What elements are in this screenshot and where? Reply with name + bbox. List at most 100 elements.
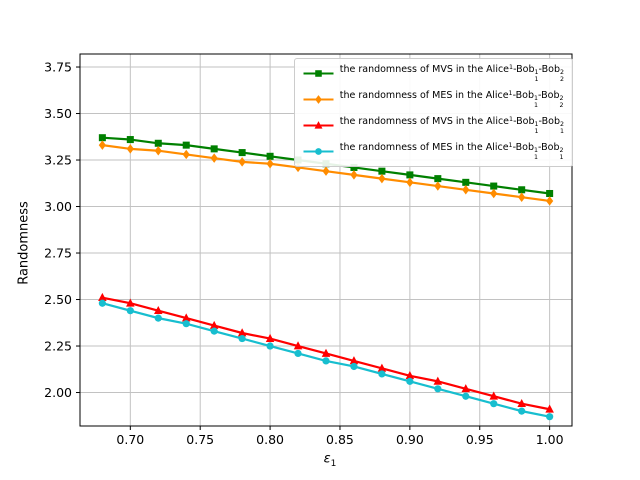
y-tick-label: 3.50 xyxy=(44,106,72,121)
legend-label: the randomness of MES in the Alice1-Bob 1… xyxy=(339,89,564,109)
marker-square xyxy=(406,171,414,179)
marker-square xyxy=(182,141,190,149)
marker-diamond xyxy=(546,196,554,206)
marker-circle xyxy=(350,362,358,371)
legend-item-0: the randomness of MVS in the Alice1-Bob 1… xyxy=(302,64,564,83)
y-tick-label: 2.25 xyxy=(44,339,72,354)
marker-diamond xyxy=(434,181,442,191)
y-tick-label: 3.25 xyxy=(44,153,72,168)
marker-square xyxy=(266,152,274,160)
marker-diamond xyxy=(238,157,246,167)
y-tick-label: 3.00 xyxy=(44,199,72,214)
marker-triangle-up xyxy=(545,404,554,413)
marker-triangle-up xyxy=(209,320,219,329)
y-axis-label: Randomness xyxy=(17,201,32,285)
marker-circle xyxy=(546,413,554,421)
marker-square xyxy=(518,186,526,194)
axes-spines xyxy=(79,53,573,427)
superscript: 1 xyxy=(509,63,514,71)
marker-diamond xyxy=(378,173,386,184)
y-tick-label: 2.75 xyxy=(44,246,72,261)
marker-diamond xyxy=(490,188,498,199)
marker-circle xyxy=(322,357,330,365)
marker-triangle-up xyxy=(314,121,323,129)
marker-circle xyxy=(378,370,386,378)
marker-triangle-up xyxy=(153,305,163,315)
x-tick-label: 0.75 xyxy=(186,432,214,447)
legend-label: the randomness of MVS in the Alice1-Bob 1… xyxy=(339,115,564,135)
marker-square xyxy=(210,145,218,153)
marker-square xyxy=(126,136,134,144)
marker-circle xyxy=(238,334,246,343)
marker-diamond xyxy=(182,149,190,160)
superscript: 1 xyxy=(508,89,513,97)
marker-circle xyxy=(182,320,190,328)
legend-label: the randomness of MVS in the Alice1-Bob 1… xyxy=(339,63,564,83)
legend-triangle-up-marker-icon xyxy=(303,121,334,129)
marker-triangle-up xyxy=(433,376,443,385)
marker-triangle-up xyxy=(349,356,359,365)
marker-triangle-up xyxy=(489,391,499,400)
x-tick-label: 1.00 xyxy=(536,432,564,447)
marker-diamond xyxy=(462,185,470,195)
marker-square xyxy=(314,70,322,77)
legend-label: the randomness of MES in the Alice1-Bob 1… xyxy=(339,141,564,161)
marker-circle xyxy=(126,307,134,315)
marker-triangle-up xyxy=(517,398,526,408)
marker-circle xyxy=(294,349,302,358)
marker-triangle-up xyxy=(265,333,275,342)
marker-square xyxy=(154,139,162,147)
marker-diamond xyxy=(210,153,218,163)
y-tick-label: 3.75 xyxy=(44,60,72,75)
series-2 xyxy=(98,292,554,413)
x-tick-label: 0.85 xyxy=(326,432,354,447)
x-tick-label: 0.95 xyxy=(466,432,494,447)
marker-square xyxy=(350,163,358,171)
superscript: 1 xyxy=(508,141,513,149)
series-1 xyxy=(98,140,554,206)
marker-diamond xyxy=(406,177,414,188)
marker-square xyxy=(378,167,386,175)
marker-triangle-up xyxy=(293,341,303,350)
marker-square xyxy=(462,178,470,186)
y-axis-label-text: Randomness xyxy=(16,201,32,285)
marker-circle xyxy=(314,148,322,155)
legend-diamond-marker-icon xyxy=(303,95,334,104)
legend-circle-marker-icon xyxy=(303,148,334,155)
legend-box: the randomness of MVS in the Alice1-Bob 1… xyxy=(293,58,573,167)
marker-circle xyxy=(462,392,470,400)
marker-triangle-up xyxy=(98,292,107,302)
marker-diamond xyxy=(266,159,274,169)
series-3 xyxy=(98,299,554,421)
y-tick-label: 2.50 xyxy=(44,292,72,307)
marker-square xyxy=(98,134,106,142)
marker-circle xyxy=(406,377,414,385)
x-tick-label: 0.80 xyxy=(256,432,284,447)
x-axis-label: ε1 xyxy=(324,452,337,469)
y-tick-label: 2.00 xyxy=(44,385,72,400)
marker-triangle-up xyxy=(377,363,387,372)
marker-square xyxy=(238,149,246,157)
marker-square xyxy=(434,175,442,183)
legend-item-1: the randomness of MES in the Alice1-Bob 1… xyxy=(302,90,564,109)
x-tick-label: 0.90 xyxy=(396,432,424,447)
marker-triangle-up xyxy=(237,328,247,337)
marker-triangle-up xyxy=(405,371,415,380)
marker-circle xyxy=(490,400,498,408)
marker-square xyxy=(546,189,554,198)
marker-triangle-up xyxy=(321,348,331,357)
marker-triangle-up xyxy=(461,384,471,393)
marker-circle xyxy=(266,342,274,350)
marker-square xyxy=(490,182,498,190)
legend-square-marker-icon xyxy=(303,70,334,77)
marker-diamond xyxy=(154,145,162,156)
marker-circle xyxy=(518,407,526,415)
x-tick-label: 0.70 xyxy=(116,432,144,447)
marker-circle xyxy=(210,327,218,335)
